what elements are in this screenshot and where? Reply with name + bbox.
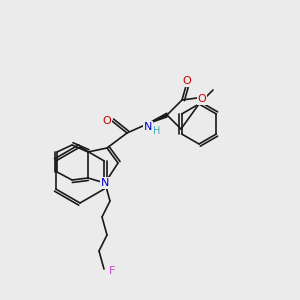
- Text: N: N: [144, 122, 152, 132]
- Polygon shape: [147, 113, 167, 124]
- Text: N: N: [101, 178, 109, 188]
- Text: F: F: [109, 266, 115, 276]
- Text: O: O: [198, 94, 206, 104]
- Text: H: H: [153, 126, 161, 136]
- Text: O: O: [183, 76, 191, 86]
- Text: O: O: [103, 116, 111, 126]
